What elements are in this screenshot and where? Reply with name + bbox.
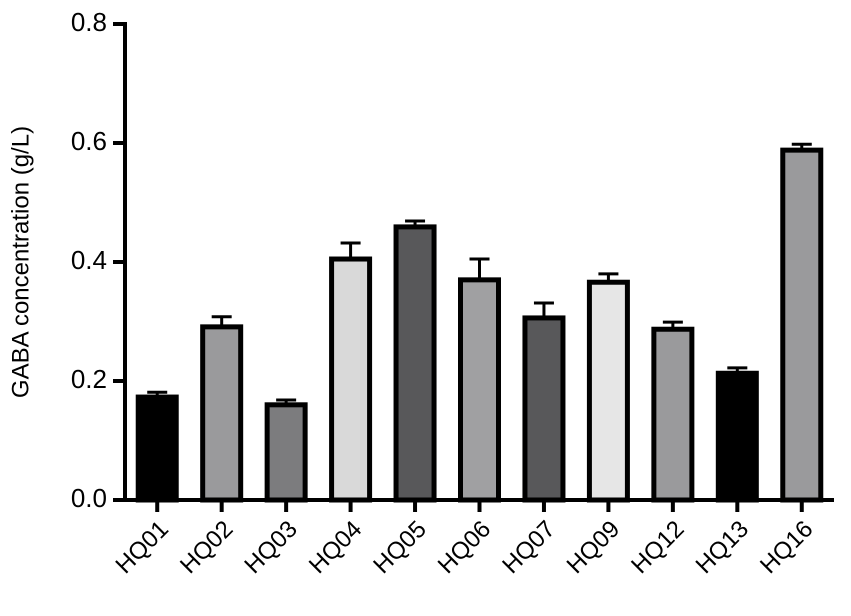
x-tick-label: HQ07 [497,516,560,579]
x-tick-label: HQ05 [368,516,431,579]
x-tick-label: HQ16 [755,516,818,579]
bar [393,224,437,503]
y-tick-label: 0.2 [71,364,107,394]
y-tick-label: 0.0 [71,483,107,513]
bar [780,147,824,503]
x-tick-label: HQ03 [239,516,302,579]
bar [458,277,501,503]
x-tick-label: HQ12 [626,516,689,579]
bar [651,326,695,503]
y-tick-label: 0.8 [71,7,107,37]
y-tick-label: 0.6 [71,126,107,156]
x-tick-label: HQ13 [691,516,754,579]
bar [715,370,759,503]
bar [135,394,179,503]
bar [586,279,630,503]
bar [329,256,373,503]
bar [264,402,308,503]
x-tick-label: HQ06 [433,516,496,579]
x-tick-label: HQ09 [562,516,625,579]
bar [200,324,244,503]
x-tick-label: HQ01 [111,516,174,579]
y-tick-label: 0.4 [71,245,107,275]
bar [522,315,566,503]
x-tick-label: HQ04 [304,516,367,579]
x-tick-label: HQ02 [175,516,238,579]
y-axis-label: GABA concentration (g/L) [7,126,34,398]
